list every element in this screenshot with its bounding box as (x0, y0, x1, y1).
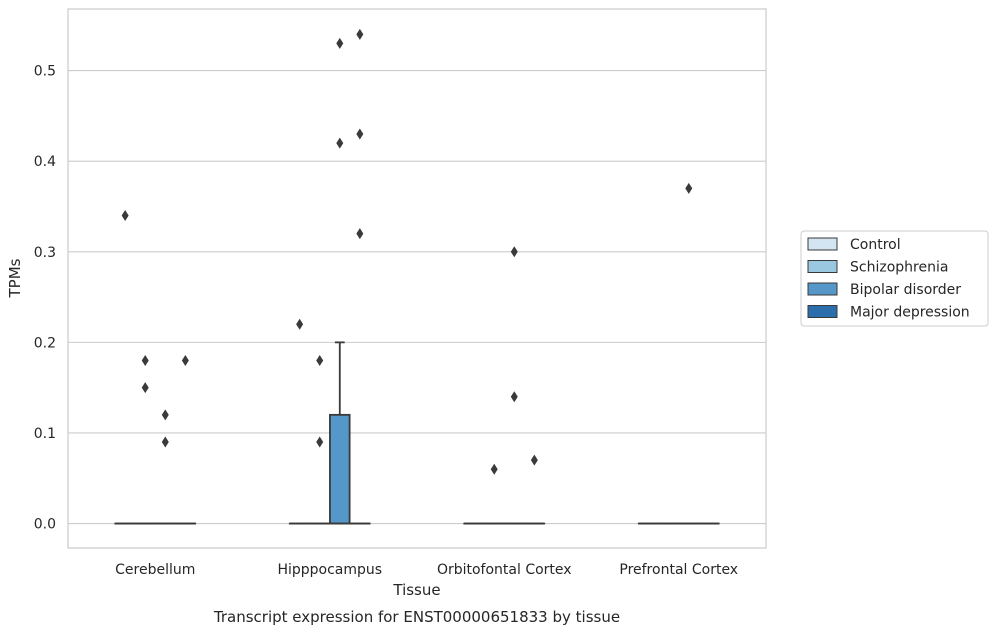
legend-frame (800, 230, 989, 327)
x-tick-label: Prefrontal Cortex (619, 562, 738, 578)
box-group (523, 454, 546, 525)
box-group (174, 354, 197, 525)
box-group (349, 28, 371, 525)
outlier-point (121, 210, 129, 222)
outlier-point (316, 436, 324, 448)
box-group (114, 210, 136, 525)
outlier-point (316, 354, 324, 366)
y-tick-label: 0.5 (34, 64, 56, 80)
box-marks (114, 28, 720, 525)
legend: Control Schizophrenia Bipolar disorder Majo… (800, 230, 989, 327)
legend-label: Control (850, 237, 901, 253)
outlier-point (530, 454, 538, 466)
outlier-point (161, 409, 169, 421)
box-group (308, 354, 331, 525)
outlier-point (161, 436, 169, 448)
box-group (134, 354, 156, 525)
y-tick-label: 0.3 (34, 245, 56, 261)
x-axis-ticks: Cerebellum Hipppocampus Orbitofontal Corte… (115, 562, 738, 578)
outlier-point (510, 246, 518, 258)
legend-label: Major depression (850, 305, 970, 321)
outlier-point (181, 354, 189, 366)
outlier-point (510, 391, 518, 403)
box-group (483, 463, 505, 525)
x-tick-label: Hipppocampus (277, 562, 382, 578)
y-axis-ticks: 0.0 0.1 0.2 0.3 0.4 0.5 (34, 64, 56, 533)
outlier-point (356, 128, 364, 140)
y-axis-label: TPMs (6, 258, 24, 298)
y-tick-label: 0.1 (34, 426, 56, 442)
outlier-point (141, 354, 149, 366)
legend-label: Schizophrenia (850, 260, 948, 276)
plot-frame (67, 8, 767, 549)
chart-caption: Transcript expression for ENST0000065183… (213, 608, 620, 626)
y-tick-label: 0.2 (34, 335, 56, 351)
x-axis-label: Tissue (392, 581, 440, 599)
outlier-point (356, 28, 364, 40)
outlier-point (356, 228, 364, 240)
y-tick-label: 0.0 (34, 517, 56, 533)
outlier-point (296, 318, 304, 330)
outlier-point (490, 463, 498, 475)
legend-label: Bipolar disorder (850, 282, 961, 298)
x-tick-label: Cerebellum (115, 562, 195, 578)
box-group (288, 318, 311, 525)
box-group (329, 37, 351, 525)
outlier-point (685, 182, 693, 194)
legend-swatch (807, 282, 838, 296)
box-group (678, 182, 700, 525)
y-tick-label: 0.4 (34, 154, 56, 170)
outlier-point (141, 382, 149, 394)
outlier-point (336, 37, 344, 49)
gridlines (68, 70, 766, 525)
outlier-point (336, 137, 344, 149)
box-group (154, 409, 177, 525)
legend-swatch (807, 237, 838, 251)
box-group (503, 246, 526, 525)
box (329, 413, 351, 525)
legend-swatch (807, 260, 838, 273)
x-tick-label: Orbitofontal Cortex (437, 562, 572, 578)
legend-swatch (807, 305, 838, 318)
